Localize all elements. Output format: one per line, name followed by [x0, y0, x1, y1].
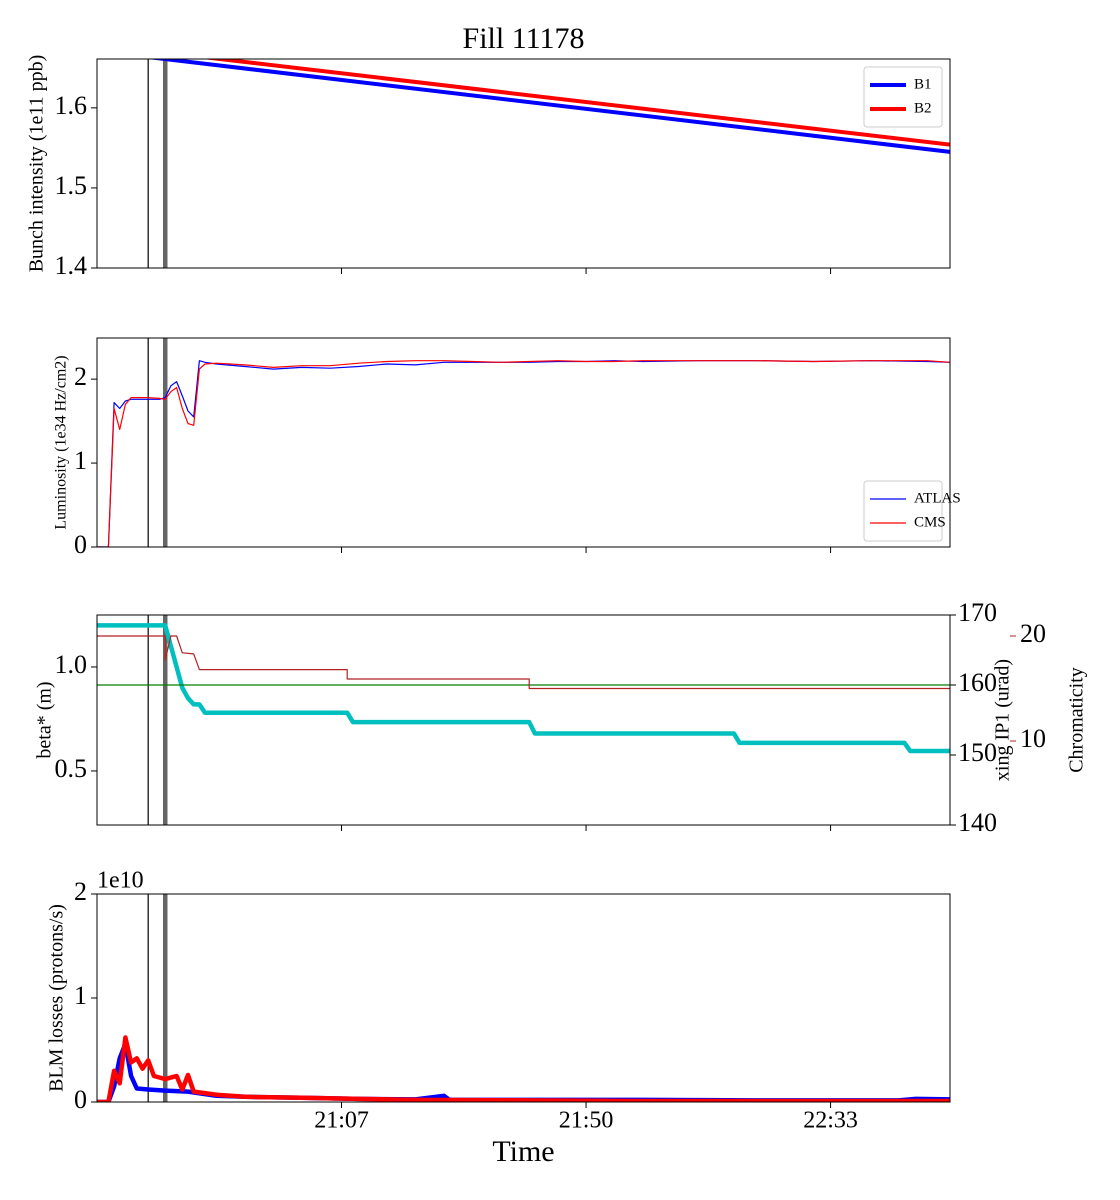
series-line: [97, 360, 950, 547]
legend-label: B1: [914, 76, 932, 92]
y3-tick-label: 20: [1020, 619, 1046, 648]
chart-title: Fill 11178: [463, 22, 585, 55]
axes-frame: [96, 58, 951, 269]
x-tick-label: 22:33: [803, 1108, 858, 1134]
y2-axis-label: xing IP1 (urad): [992, 659, 1014, 781]
y2-tick-label: 170: [958, 598, 997, 627]
series-line: [97, 635, 950, 690]
y-offset-label: 1e10: [97, 868, 144, 894]
legend-label: CMS: [914, 514, 946, 530]
y-tick-label: 0: [74, 530, 87, 559]
series-line: [147, 59, 950, 154]
y-tick-label: 2: [74, 362, 87, 391]
legend-box: [863, 480, 943, 542]
axes-frame: [96, 893, 951, 1103]
y3-tick-label: 10: [1020, 724, 1046, 753]
y-axis-label: Bunch intensity (1e11 ppb): [26, 55, 48, 273]
plot-area: [147, 59, 950, 268]
legend-label: ATLAS: [914, 490, 961, 506]
y-axis-label: beta* (m): [34, 681, 56, 758]
plot-area: [97, 338, 950, 547]
x-tick-label: 21:50: [559, 1108, 614, 1134]
x-axis-label: Time: [492, 1135, 554, 1168]
series-line: [97, 623, 950, 754]
y2-tick-label: 150: [958, 738, 997, 767]
legend-box: [863, 66, 943, 128]
y-tick-label: 1.4: [55, 251, 88, 280]
y-tick-label: 1.0: [55, 650, 88, 679]
y2-tick-label: 140: [958, 808, 997, 837]
plot-area: [97, 615, 950, 825]
legend-label: B2: [914, 100, 932, 116]
y-tick-label: 1: [74, 981, 87, 1010]
x-tick-label: 21:07: [314, 1108, 369, 1134]
y-tick-label: 1: [74, 446, 87, 475]
axes-frame: [96, 337, 951, 548]
y-tick-label: 1.5: [55, 171, 88, 200]
axes-frame: [96, 614, 951, 826]
series-line: [202, 59, 950, 147]
series-line: [97, 1035, 950, 1102]
y-axis-label: Luminosity (1e34 Hz/cm2): [53, 355, 70, 529]
y-tick-label: 2: [74, 877, 87, 906]
plot-area: [97, 894, 950, 1102]
y2-tick-label: 160: [958, 668, 997, 697]
series-line: [97, 360, 950, 547]
y-tick-label: 1.6: [55, 91, 88, 120]
y-axis-label: BLM losses (protons/s): [46, 904, 68, 1092]
y-tick-label: 0: [74, 1085, 87, 1114]
y3-axis-label: Chromaticity: [1066, 667, 1088, 773]
y-tick-label: 0.5: [55, 754, 88, 783]
